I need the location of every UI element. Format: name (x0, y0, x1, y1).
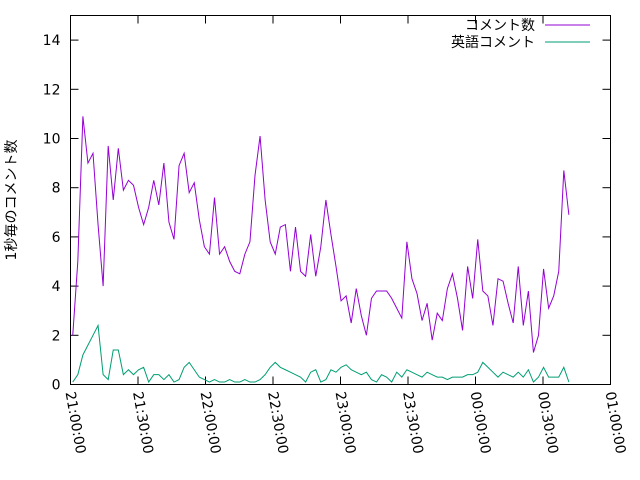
legend-label: コメント数 (465, 18, 535, 34)
y-tick-label: 2 (52, 328, 61, 344)
y-axis-label: 1秒毎のコメント数 (4, 140, 20, 261)
x-tick-label: 21:30:00 (129, 390, 156, 455)
y-tick-label: 14 (43, 33, 61, 49)
y-tick-label: 12 (43, 82, 61, 98)
legend-label: 英語コメント (451, 34, 535, 51)
x-tick-label: 22:00:00 (197, 390, 224, 455)
y-tick-label: 10 (43, 132, 61, 148)
y-tick-label: 0 (52, 378, 61, 394)
x-tick-label: 23:00:00 (332, 390, 359, 455)
series-line (72, 116, 570, 353)
y-tick-label: 8 (52, 181, 61, 197)
x-tick-label: 22:30:00 (264, 390, 291, 455)
x-tick-label: 00:00:00 (467, 390, 494, 455)
y-tick-label: 6 (52, 230, 61, 246)
y-tick-label: 4 (52, 279, 61, 295)
x-tick-label: 21:00:00 (62, 390, 89, 455)
series-line (72, 323, 570, 384)
x-tick-label: 00:30:00 (534, 390, 561, 455)
plot-frame (70, 15, 611, 385)
x-tick-label: 23:30:00 (399, 390, 426, 455)
x-tick-label: 01:00:00 (602, 390, 629, 455)
